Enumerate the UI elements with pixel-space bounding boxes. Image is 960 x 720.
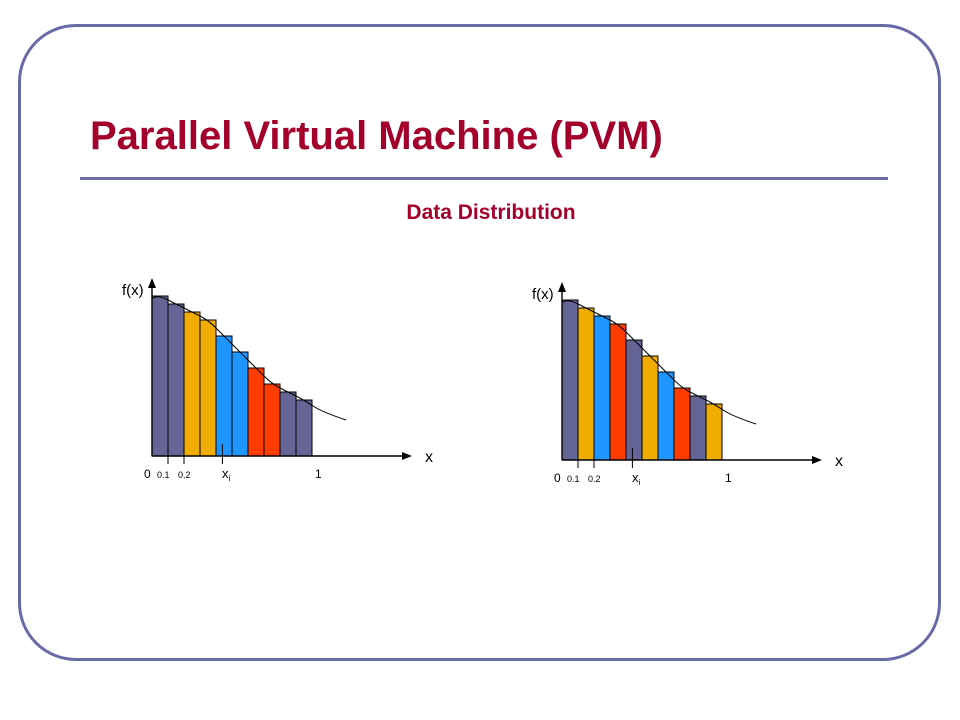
bar-5 — [215, 335, 233, 457]
bar-9 — [689, 395, 707, 461]
tick-label-xi: xi — [632, 470, 641, 487]
tick-label-0: 0 — [144, 467, 151, 481]
slide-title: Parallel Virtual Machine (PVM) — [90, 114, 663, 158]
bar-9 — [279, 391, 297, 457]
y-axis-arrowhead — [148, 278, 156, 288]
bar-6 — [231, 351, 249, 457]
bar-6 — [641, 355, 659, 461]
x-axis-label: x — [425, 449, 433, 466]
x-axis-label: x — [835, 453, 843, 470]
bar-8 — [673, 387, 691, 461]
tick-label-0-1: 0.1 — [157, 470, 170, 480]
bar-10 — [295, 399, 313, 457]
tick-label-0-2: 0.2 — [178, 470, 191, 480]
tick-label-0-2: 0.2 — [588, 474, 601, 484]
bar-1 — [151, 295, 169, 457]
x-axis-arrowhead — [402, 452, 412, 460]
bar-5 — [625, 339, 643, 461]
y-axis-label: f(x) — [532, 286, 554, 303]
slide-subtitle: Data Distribution — [406, 201, 576, 224]
bar-7 — [247, 367, 265, 457]
function-curve — [151, 296, 347, 421]
slide-frame — [18, 24, 941, 661]
tick-label-0-1: 0.1 — [567, 474, 580, 484]
y-axis-arrowhead — [558, 282, 566, 292]
bar-2 — [167, 303, 185, 457]
bar-2 — [577, 307, 595, 461]
bar-3 — [183, 311, 201, 457]
cyclic-distribution-plot: f(x) x 0 0.1 0.2 xi 1 — [532, 282, 843, 487]
x-axis-arrowhead — [812, 456, 822, 464]
tick-label-xi: xi — [222, 466, 231, 483]
bar-1 — [561, 299, 579, 461]
function-curve — [561, 300, 757, 425]
tick-label-1: 1 — [315, 467, 322, 481]
tick-label-1: 1 — [725, 471, 732, 485]
tick-label-0: 0 — [554, 471, 561, 485]
block-distribution-plot: f(x) x 0 0.1 0.2 xi 1 — [122, 278, 433, 483]
bar-8 — [263, 383, 281, 457]
bar-10 — [705, 403, 723, 461]
y-axis-label: f(x) — [122, 282, 144, 299]
bar-4 — [199, 319, 217, 457]
title-divider — [80, 177, 888, 180]
bar-4 — [609, 323, 627, 461]
bar-3 — [593, 315, 611, 461]
bar-7 — [657, 371, 675, 461]
